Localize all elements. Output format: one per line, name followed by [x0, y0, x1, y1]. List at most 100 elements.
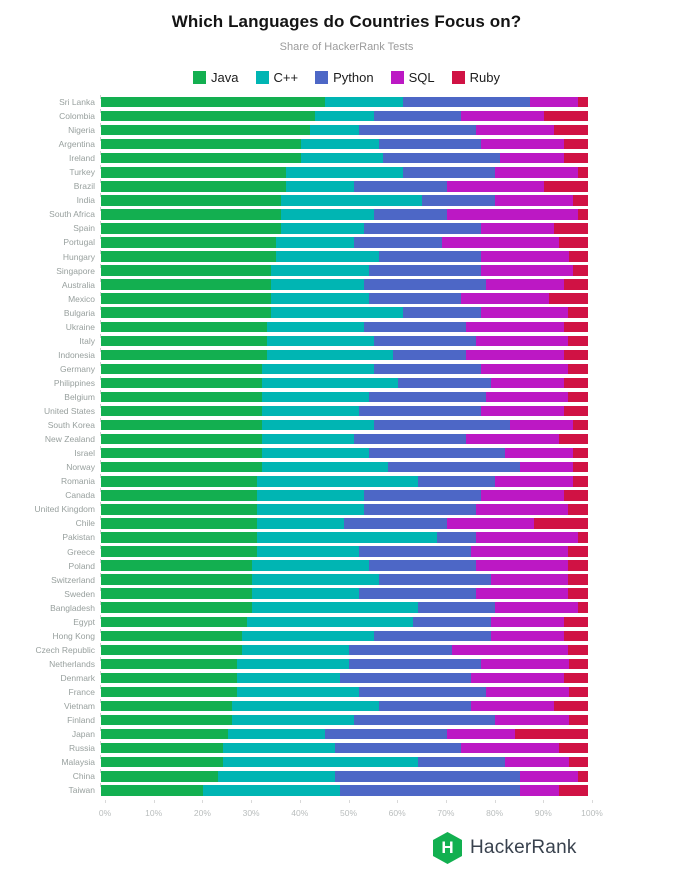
country-label: Sri Lanka — [59, 97, 95, 108]
legend-label-cpp: C++ — [273, 70, 299, 85]
bar-segment-cpp — [266, 335, 374, 347]
stacked-bar — [101, 138, 588, 150]
bar-segment-python — [417, 756, 506, 768]
bar-segment-sql — [480, 405, 564, 417]
country-label: Australia — [61, 279, 95, 290]
y-axis-tick — [100, 544, 101, 549]
bar-segment-sql — [505, 756, 569, 768]
bar-segment-sql — [466, 433, 559, 445]
bar-segment-sql — [466, 321, 564, 333]
x-axis: 0% 10% 20% 30% 40% 50% 60% 70% 80% 90% 100% — [99, 800, 603, 822]
country-label: Canada — [65, 490, 95, 501]
bar-segment-python — [388, 461, 520, 473]
country-label: Hungary — [62, 251, 95, 262]
bar-segment-python — [368, 560, 476, 571]
bar-segment-sql — [451, 644, 569, 656]
bar-segment-sql — [461, 293, 549, 304]
stacked-bar — [101, 630, 588, 642]
bar-row: Nigeria — [0, 123, 693, 137]
bar-segment-java — [101, 771, 218, 782]
legend-swatch-sql-icon — [390, 71, 404, 84]
bar-segment-ruby — [573, 419, 588, 431]
bar-segment-cpp — [251, 574, 379, 585]
y-axis-tick — [100, 516, 101, 521]
bar-segment-sql — [485, 279, 564, 290]
legend-swatch-python-icon — [315, 71, 329, 84]
x-axis-tick — [445, 800, 447, 803]
country-label: Portugal — [63, 237, 95, 248]
bar-row: Malaysia — [0, 755, 693, 769]
bar-segment-python — [383, 152, 501, 164]
x-axis-tick — [251, 800, 253, 803]
stacked-bar — [101, 124, 588, 136]
bar-segment-ruby — [568, 251, 588, 262]
bar-segment-cpp — [256, 504, 364, 515]
y-axis-tick — [100, 151, 101, 156]
bar-segment-python — [354, 433, 467, 445]
country-label: Israel — [74, 448, 95, 459]
bar-segment-sql — [490, 377, 564, 389]
stacked-bar — [101, 532, 588, 543]
bar-segment-java — [101, 461, 262, 473]
bar-segment-java — [101, 138, 301, 150]
bar-segment-ruby — [568, 588, 588, 599]
bar-segment-sql — [471, 546, 569, 557]
bar-segment-ruby — [558, 785, 588, 796]
bar-segment-cpp — [261, 363, 374, 375]
country-label: Egypt — [73, 616, 95, 627]
stacked-bar — [101, 588, 588, 599]
bar-row: Philippines — [0, 375, 693, 390]
bar-segment-cpp — [261, 433, 355, 445]
y-axis-tick — [100, 263, 101, 268]
stacked-bar — [101, 476, 588, 487]
y-axis-tick — [100, 123, 101, 128]
stacked-bar — [101, 195, 588, 206]
y-axis-tick — [100, 474, 101, 479]
country-label: Mexico — [68, 293, 95, 304]
bar-segment-ruby — [578, 96, 588, 108]
bar-segment-cpp — [251, 588, 360, 599]
country-label: Ukraine — [65, 321, 95, 332]
y-axis-tick — [100, 305, 101, 310]
bar-segment-ruby — [563, 349, 588, 361]
x-axis-tick-label: 10% — [145, 808, 163, 818]
bar-segment-python — [412, 616, 491, 627]
stacked-bar — [101, 251, 588, 262]
bar-segment-java — [101, 574, 252, 585]
country-label: Ireland — [69, 153, 95, 164]
bar-segment-sql — [446, 209, 579, 220]
bar-segment-python — [373, 110, 462, 122]
bar-row: United Kingdom — [0, 502, 693, 516]
y-axis-tick — [100, 165, 101, 170]
bar-segment-sql — [495, 167, 579, 178]
bar-segment-ruby — [568, 686, 588, 698]
bar-chart: Sri Lanka Colombia Nigeria Argentina Ireland… — [0, 95, 693, 797]
legend-label-java: Java — [211, 70, 239, 85]
y-axis-tick — [100, 460, 101, 465]
bar-segment-ruby — [573, 195, 588, 206]
bar-segment-sql — [495, 714, 569, 726]
legend-label-ruby: Ruby — [469, 70, 500, 85]
x-axis-tick — [494, 800, 496, 803]
bar-segment-python — [349, 644, 452, 656]
bar-segment-sql — [480, 307, 569, 318]
bar-row: Denmark — [0, 670, 693, 685]
bar-segment-cpp — [227, 728, 325, 740]
bar-segment-java — [101, 209, 282, 220]
bar-segment-java — [101, 167, 287, 178]
y-axis-tick — [100, 375, 101, 380]
bar-segment-python — [373, 335, 476, 347]
bar-segment-ruby — [578, 167, 588, 178]
stacked-bar — [101, 728, 588, 740]
bar-segment-java — [101, 546, 257, 557]
bar-segment-cpp — [266, 321, 364, 333]
bar-segment-cpp — [251, 560, 369, 571]
legend-swatch-java-icon — [193, 71, 207, 84]
bar-segment-cpp — [271, 279, 364, 290]
y-axis-tick — [100, 783, 101, 788]
x-axis-tick — [397, 800, 399, 803]
stacked-bar — [101, 419, 588, 431]
bar-segment-cpp — [237, 658, 350, 670]
stacked-bar — [101, 433, 588, 445]
bar-row: Singapore — [0, 263, 693, 278]
